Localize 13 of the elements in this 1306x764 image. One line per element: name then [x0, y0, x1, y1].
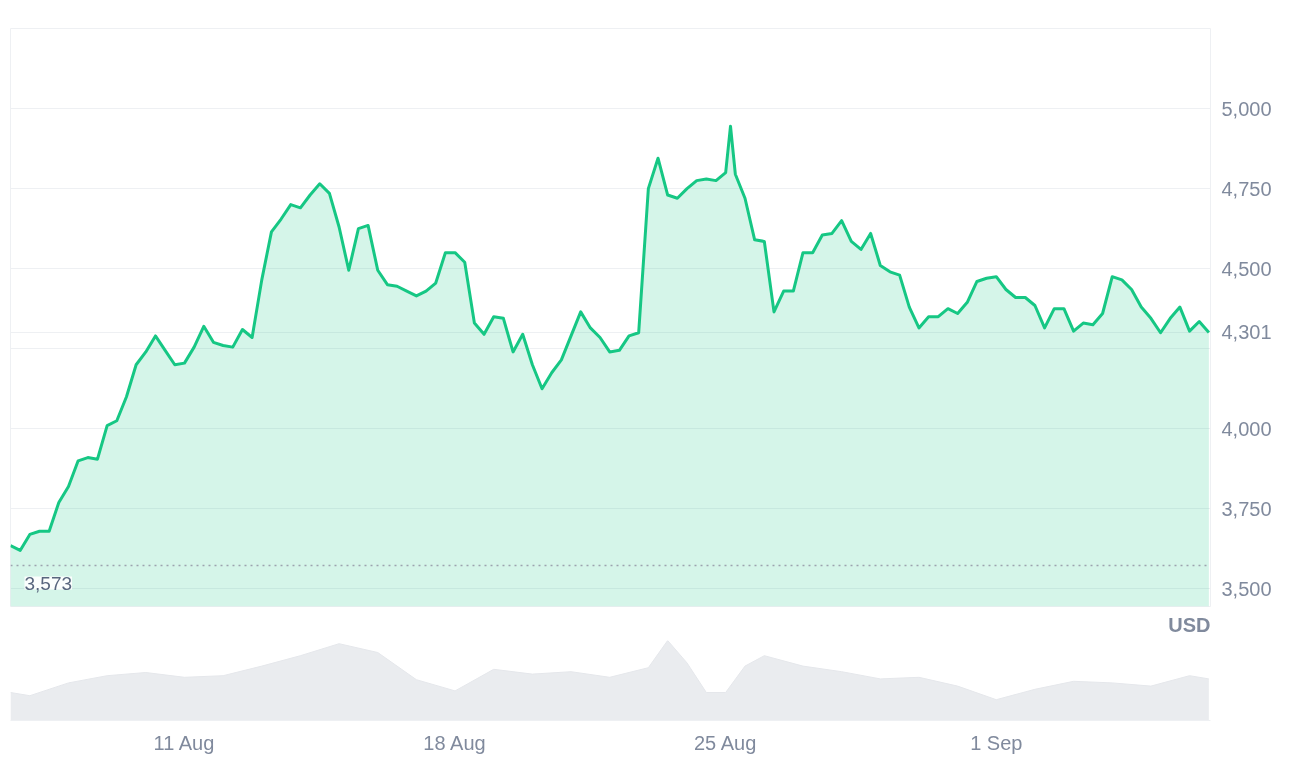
x-tick-label: 25 Aug [693, 731, 757, 754]
x-tick-label: 1 Sep [970, 731, 1023, 754]
y-tick-label: 4,500 [1221, 257, 1272, 280]
x-tick-label: 11 Aug [153, 731, 215, 754]
ref-line-label: 3,573 [24, 572, 73, 594]
y-tick-label: 3,500 [1221, 577, 1272, 600]
y-tick-label: 4,301 [1221, 321, 1272, 344]
y-tick-label: 5,000 [1221, 97, 1272, 120]
y-tick-label: 4,750 [1221, 177, 1272, 200]
x-tick-label: 18 Aug [423, 731, 486, 754]
y-tick-label: 4,000 [1221, 417, 1272, 440]
text: USD [1168, 613, 1211, 636]
y-tick-label: 3,750 [1221, 497, 1272, 520]
